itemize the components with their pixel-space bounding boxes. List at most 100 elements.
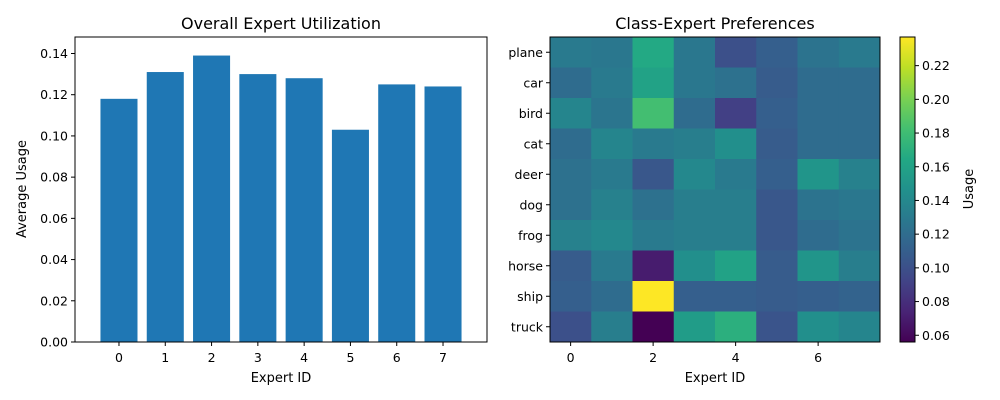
heatmap-cell-frog-expert-6 xyxy=(797,220,840,251)
heatmap-y-axis-ticks: plane car bird cat deer dog frog horse ship truck xyxy=(508,45,550,334)
heatmap-plot-frame xyxy=(549,36,881,343)
bar-y-axis-ticks: 0.00 0.02 0.04 0.06 0.08 0.10 0.12 0.14 xyxy=(40,46,75,350)
heatmap-cell-dog-expert-7 xyxy=(838,189,881,221)
colorbar-tick-label: 0.20 xyxy=(922,92,950,107)
bar-expert-4 xyxy=(285,78,323,342)
colorbar-label: Usage xyxy=(962,169,977,210)
bar-y-tick-label: 0.10 xyxy=(40,128,68,143)
heatmap-cell-cat-expert-5 xyxy=(756,128,798,160)
heatmap-cell-deer-expert-0 xyxy=(550,159,592,190)
heatmap-cell-dog-expert-5 xyxy=(756,189,798,221)
heatmap-cell-deer-expert-7 xyxy=(838,159,881,190)
heatmap-y-tick-label: deer xyxy=(515,167,544,182)
heatmap-cell-horse-expert-1 xyxy=(591,250,633,282)
heatmap-cell-frog-expert-4 xyxy=(715,220,757,251)
colorbar-tick-label: 0.18 xyxy=(922,126,950,141)
colorbar-tick-label: 0.08 xyxy=(922,294,950,309)
heatmap-y-tick-label: plane xyxy=(508,45,543,60)
heatmap-cell-bird-expert-2 xyxy=(632,98,675,129)
heatmap-cell-truck-expert-6 xyxy=(797,311,840,343)
bar-y-tick-label: 0.04 xyxy=(40,252,68,267)
bar-x-tick-label: 0 xyxy=(115,350,123,365)
heatmap-cell-frog-expert-1 xyxy=(591,220,633,251)
heatmap-cell-frog-expert-5 xyxy=(756,220,798,251)
heatmap-cell-truck-expert-2 xyxy=(632,311,675,343)
bar-x-tick-label: 5 xyxy=(346,350,354,365)
heatmap-cell-cat-expert-6 xyxy=(797,128,840,160)
bar-expert-1 xyxy=(146,72,184,342)
bar-x-tick-label: 1 xyxy=(161,350,169,365)
heatmap-cell-plane-expert-5 xyxy=(756,37,798,68)
heatmap-cell-truck-expert-7 xyxy=(838,311,881,343)
heatmap-cell-cat-expert-7 xyxy=(838,128,881,160)
colorbar-tick-label: 0.22 xyxy=(922,58,950,73)
heatmap-cell-horse-expert-2 xyxy=(632,250,675,282)
bar-y-tick-label: 0.08 xyxy=(40,170,68,185)
heatmap-cell-deer-expert-4 xyxy=(715,159,757,190)
heatmap-cell-truck-expert-4 xyxy=(715,311,757,343)
heatmap-cell-bird-expert-3 xyxy=(673,98,716,129)
heatmap-cell-ship-expert-6 xyxy=(797,281,840,312)
heatmap-panel: Class-Expert Preferences plane car bird cat… xyxy=(508,14,881,386)
heatmap-cell-bird-expert-1 xyxy=(591,98,633,129)
heatmap-cell-deer-expert-1 xyxy=(591,159,633,190)
bar-x-tick-label: 3 xyxy=(254,350,262,365)
heatmap-cell-cat-expert-4 xyxy=(715,128,757,160)
heatmap-cell-truck-expert-5 xyxy=(756,311,798,343)
heatmap-cell-cat-expert-1 xyxy=(591,128,633,160)
heatmap-x-tick-label: 4 xyxy=(732,350,740,365)
heatmap-cell-car-expert-0 xyxy=(550,67,592,99)
heatmap-cell-horse-expert-5 xyxy=(756,250,798,282)
heatmap-y-tick-label: cat xyxy=(524,136,544,151)
heatmap-y-tick-label: frog xyxy=(518,228,543,243)
colorbar-frame xyxy=(899,36,916,343)
heatmap-cell-cat-expert-3 xyxy=(673,128,716,160)
heatmap-cell-plane-expert-0 xyxy=(550,37,592,68)
heatmap-cell-dog-expert-6 xyxy=(797,189,840,221)
bar-expert-2 xyxy=(193,55,231,342)
bar-chart-title: Overall Expert Utilization xyxy=(181,14,381,33)
heatmap-cell-ship-expert-5 xyxy=(756,281,798,312)
heatmap-cell-horse-expert-7 xyxy=(838,250,881,282)
heatmap-y-tick-label: car xyxy=(523,75,544,90)
heatmap-cell-cat-expert-0 xyxy=(550,128,592,160)
bar-series xyxy=(100,55,462,342)
colorbar-tick-label: 0.16 xyxy=(922,159,950,174)
bar-plot-frame xyxy=(74,36,488,343)
bar-expert-5 xyxy=(331,129,369,342)
heatmap-cell-plane-expert-1 xyxy=(591,37,633,68)
colorbar: 0.06 0.08 0.10 0.12 0.14 0.16 0.18 0.20 0.22 Usa… xyxy=(899,36,977,343)
heatmap-cell-dog-expert-3 xyxy=(673,189,716,221)
heatmap-cell-horse-expert-3 xyxy=(673,250,716,282)
heatmap-y-tick-label: truck xyxy=(511,319,544,334)
colorbar-tick-label: 0.06 xyxy=(922,328,950,343)
heatmap-cell-bird-expert-6 xyxy=(797,98,840,129)
heatmap-cell-bird-expert-0 xyxy=(550,98,592,129)
bar-x-tick-label: 2 xyxy=(208,350,216,365)
heatmap-cell-plane-expert-7 xyxy=(838,37,881,68)
heatmap-cell-plane-expert-4 xyxy=(715,37,757,68)
heatmap-cell-car-expert-4 xyxy=(715,67,757,99)
heatmap-cell-plane-expert-2 xyxy=(632,37,675,68)
bar-y-tick-label: 0.06 xyxy=(40,211,68,226)
heatmap-y-tick-label: horse xyxy=(508,258,543,273)
heatmap-cell-deer-expert-2 xyxy=(632,159,675,190)
heatmap-y-tick-label: bird xyxy=(519,106,543,121)
heatmap-cell-truck-expert-1 xyxy=(591,311,633,343)
heatmap-cell-bird-expert-7 xyxy=(838,98,881,129)
heatmap-cell-truck-expert-3 xyxy=(673,311,716,343)
heatmap-cell-car-expert-7 xyxy=(838,67,881,99)
heatmap-cell-ship-expert-4 xyxy=(715,281,757,312)
colorbar-tick-label: 0.10 xyxy=(922,260,950,275)
bar-x-axis-label: Expert ID xyxy=(251,371,312,386)
heatmap-x-axis-label: Expert ID xyxy=(685,371,746,386)
heatmap-cell-horse-expert-0 xyxy=(550,250,592,282)
heatmap-cell-car-expert-3 xyxy=(673,67,716,99)
heatmap-title: Class-Expert Preferences xyxy=(615,14,814,33)
heatmap-cell-frog-expert-0 xyxy=(550,220,592,251)
heatmap-y-tick-label: ship xyxy=(517,289,543,304)
heatmap-cell-ship-expert-0 xyxy=(550,281,592,312)
bar-y-tick-label: 0.12 xyxy=(40,87,68,102)
heatmap-cell-frog-expert-3 xyxy=(673,220,716,251)
colorbar-ticks: 0.06 0.08 0.10 0.12 0.14 0.16 0.18 0.20 0.22 xyxy=(915,58,950,343)
